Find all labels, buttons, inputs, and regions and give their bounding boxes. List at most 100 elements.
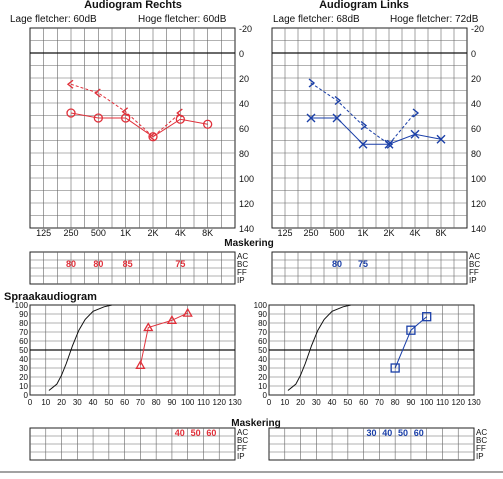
bone-marker-right-angle	[360, 120, 368, 131]
air-marker-cross	[384, 139, 394, 149]
reference-curve	[287, 304, 352, 391]
db-tick-label: 40	[239, 99, 249, 109]
masking-row-label: IP	[469, 276, 477, 285]
db-tick-label: -20	[471, 24, 484, 34]
masking-value: 75	[358, 259, 368, 269]
speech-x-tick: 80	[391, 398, 400, 407]
speech-x-tick: 40	[328, 398, 337, 407]
speech-x-tick: 100	[420, 398, 434, 407]
speech-x-tick: 50	[104, 398, 113, 407]
speech-y-tick: 70	[19, 328, 28, 337]
speech-masking-row-label: FF	[237, 444, 247, 453]
speech-y-tick: 0	[263, 391, 268, 400]
speech-masking-row-label: IP	[237, 452, 245, 461]
speech-y-tick: 60	[258, 337, 267, 346]
speech-masking-value: 40	[382, 428, 392, 438]
freq-tick-label: 250	[63, 228, 78, 238]
masking-row-label: AC	[469, 252, 480, 261]
masking-value: 85	[123, 259, 133, 269]
speech-x-tick: 0	[28, 398, 33, 407]
bone-marker-right-angle	[412, 108, 420, 118]
air-marker-circle	[66, 108, 76, 118]
freq-tick-label: 500	[329, 228, 344, 238]
masking-row-label: IP	[237, 276, 245, 285]
speech-series-line	[139, 312, 188, 366]
air-marker-cross	[436, 134, 446, 144]
air-marker-cross	[332, 113, 342, 123]
series-line-air	[311, 117, 442, 145]
masking-row-label: FF	[469, 268, 479, 277]
speech-masking-row-label: BC	[237, 436, 248, 445]
speech-marker-triangle	[182, 307, 193, 317]
speech-y-tick: 10	[19, 382, 28, 391]
speech-x-tick: 130	[228, 398, 242, 407]
speech-masking-value: 50	[191, 428, 201, 438]
speech-y-tick: 50	[258, 346, 267, 355]
masking-title: Maskering	[224, 238, 273, 249]
masking-value: 80	[93, 259, 103, 269]
freq-tick-label: 4K	[175, 228, 186, 238]
speech-y-tick: 100	[254, 301, 268, 310]
speech-y-tick: 40	[258, 355, 267, 364]
speech-masking-row-label: IP	[476, 452, 484, 461]
speech-marker-square	[406, 325, 416, 335]
bone-marker-left-angle	[121, 107, 129, 117]
speech-marker-triangle	[166, 314, 178, 324]
db-tick-label: 80	[239, 149, 249, 159]
right-audiogram-chart: -20 0 20 40 60 80 100 120 140 125 250 500 1K 2K 4K 8K	[29, 24, 254, 238]
left-hoge-fletcher: Hoge fletcher: 72dB	[390, 14, 479, 25]
freq-tick-label: 500	[91, 228, 106, 238]
bone-marker-left-angle	[94, 88, 101, 98]
speech-x-tick: 30	[73, 398, 82, 407]
db-tick-label: 140	[239, 224, 254, 234]
speech-masking-title: Maskering	[231, 418, 280, 429]
speech-x-tick: 40	[89, 398, 98, 407]
freq-tick-label: 125	[36, 228, 51, 238]
speech-x-tick: 110	[436, 398, 449, 407]
freq-tick-label: 2K	[383, 228, 394, 238]
speech-x-tick: 20	[296, 398, 305, 407]
freq-tick-label: 2K	[147, 228, 158, 238]
freq-tick-label: 1K	[120, 228, 131, 238]
right-lage-fletcher: Lage fletcher: 60dB	[10, 14, 97, 25]
speech-x-tick: 20	[57, 398, 66, 407]
left-audiogram-title: Audiogram Links	[319, 0, 409, 11]
speech-x-tick: 60	[359, 398, 368, 407]
bone-marker-left-angle	[66, 79, 74, 89]
speech-x-tick: 130	[467, 398, 481, 407]
speech-x-tick: 30	[312, 398, 321, 407]
speech-marker-triangle	[143, 322, 154, 332]
masking-row-label: BC	[469, 260, 480, 269]
db-tick-label: 0	[239, 49, 244, 59]
speech-x-tick: 80	[152, 398, 161, 407]
speech-x-tick: 0	[267, 398, 272, 407]
speech-y-tick: 30	[258, 364, 267, 373]
freq-tick-label: 1K	[357, 228, 368, 238]
speech-masking-value: 30	[366, 428, 376, 438]
speech-y-tick: 10	[258, 382, 267, 391]
right-hoge-fletcher: Hoge fletcher: 60dB	[138, 14, 227, 25]
db-tick-label: 40	[471, 99, 481, 109]
speech-y-tick: 60	[19, 337, 28, 346]
bone-marker-left-angle	[148, 132, 156, 142]
air-marker-cross	[358, 139, 368, 149]
speech-x-tick: 10	[41, 398, 50, 407]
bone-marker-right-angle	[334, 95, 342, 106]
freq-tick-label: 125	[277, 228, 292, 238]
speech-x-tick: 60	[120, 398, 129, 407]
speech-masking-value: 50	[398, 428, 408, 438]
db-tick-label: -20	[239, 24, 252, 34]
speech-masking-row-label: FF	[476, 444, 486, 453]
speech-y-tick: 90	[19, 310, 28, 319]
speech-masking-value: 60	[414, 428, 424, 438]
freq-tick-label: 4K	[409, 228, 420, 238]
air-marker-circle	[203, 119, 213, 129]
speech-masking-row-label: BC	[476, 436, 487, 445]
speech-y-tick: 90	[258, 310, 267, 319]
